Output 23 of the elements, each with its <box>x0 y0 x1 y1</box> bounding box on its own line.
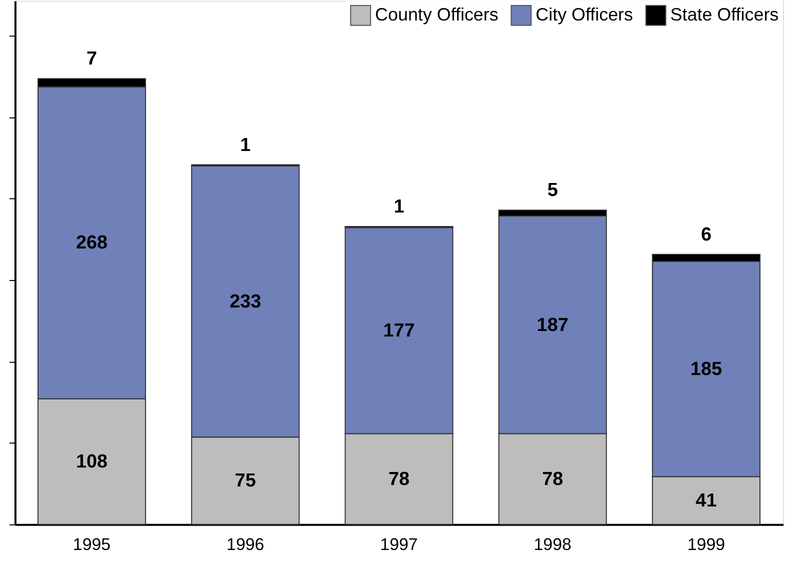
data-label: 5 <box>547 180 558 202</box>
data-label: 268 <box>76 232 108 254</box>
x-tick-label: 1998 <box>534 534 572 554</box>
data-label: 1 <box>394 196 404 218</box>
data-label: 177 <box>383 320 415 342</box>
data-label: 7 <box>86 48 98 70</box>
legend-label: County Officers <box>375 4 498 24</box>
data-label: 108 <box>76 452 108 473</box>
legend-label: City Officers <box>536 4 634 24</box>
x-tick-label: 1997 <box>380 534 418 554</box>
x-tick-label: 1995 <box>72 534 111 554</box>
data-label: 75 <box>234 470 256 492</box>
data-label: 78 <box>388 468 410 490</box>
data-label: 41 <box>696 490 717 512</box>
x-tick-label: 1999 <box>687 534 726 554</box>
data-label: 233 <box>230 292 262 313</box>
data-label: 185 <box>690 359 722 380</box>
data-label: 6 <box>700 224 712 246</box>
x-tick-label: 1996 <box>226 534 264 554</box>
data-label: 1 <box>240 134 251 156</box>
legend-label: State Officers <box>670 4 779 24</box>
data-label: 78 <box>542 468 564 490</box>
data-label: 187 <box>536 314 568 336</box>
